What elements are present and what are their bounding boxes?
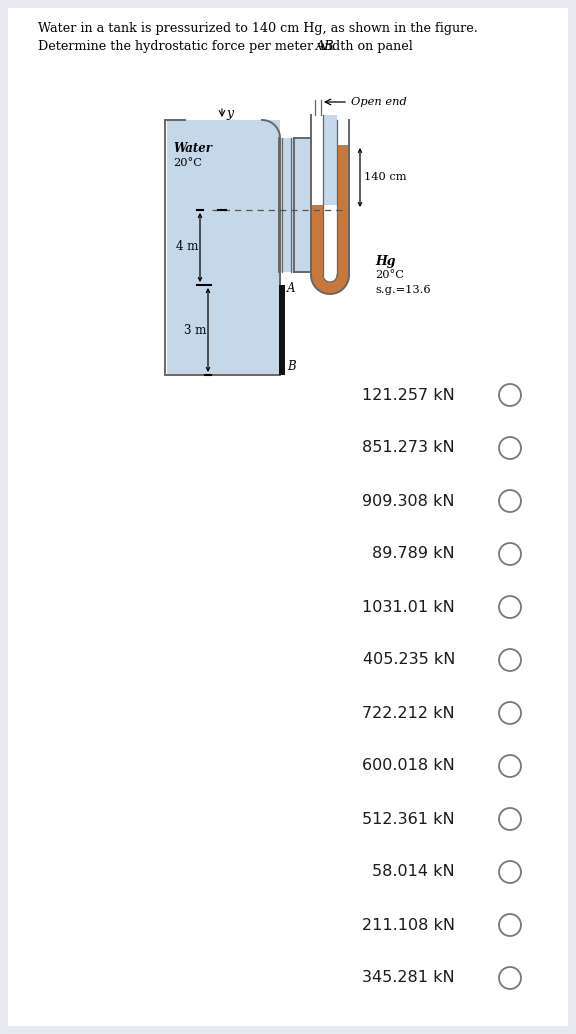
Bar bbox=[166, 120, 279, 375]
Circle shape bbox=[499, 649, 521, 671]
Text: 20°C: 20°C bbox=[375, 270, 404, 280]
Text: 345.281 kN: 345.281 kN bbox=[362, 971, 455, 985]
Circle shape bbox=[499, 861, 521, 883]
Text: Water in a tank is pressurized to 140 cm Hg, as shown in the figure.: Water in a tank is pressurized to 140 cm… bbox=[38, 22, 478, 35]
Circle shape bbox=[499, 755, 521, 777]
Text: Water: Water bbox=[173, 142, 212, 155]
Text: 851.273 kN: 851.273 kN bbox=[362, 440, 455, 456]
Text: 140 cm: 140 cm bbox=[364, 172, 407, 182]
Text: 1031.01 kN: 1031.01 kN bbox=[362, 600, 455, 614]
Circle shape bbox=[499, 596, 521, 618]
Circle shape bbox=[499, 543, 521, 565]
Text: s.g.=13.6: s.g.=13.6 bbox=[375, 285, 431, 295]
Text: AB: AB bbox=[316, 40, 335, 53]
Circle shape bbox=[499, 702, 521, 724]
Text: 600.018 kN: 600.018 kN bbox=[362, 759, 455, 773]
Text: 4 m: 4 m bbox=[176, 241, 198, 253]
Text: 512.361 kN: 512.361 kN bbox=[362, 812, 455, 826]
Text: 722.212 kN: 722.212 kN bbox=[362, 705, 455, 721]
Circle shape bbox=[499, 384, 521, 406]
Text: Open end: Open end bbox=[351, 97, 407, 107]
Text: 909.308 kN: 909.308 kN bbox=[362, 493, 455, 509]
Bar bbox=[279, 138, 311, 272]
Text: .: . bbox=[331, 40, 335, 53]
Text: Hg: Hg bbox=[375, 255, 396, 268]
Text: 121.257 kN: 121.257 kN bbox=[362, 388, 455, 402]
Text: Determine the hydrostatic force per meter width on panel: Determine the hydrostatic force per mete… bbox=[38, 40, 417, 53]
Text: 20°C: 20°C bbox=[173, 158, 202, 168]
Bar bbox=[323, 115, 337, 205]
Circle shape bbox=[499, 914, 521, 936]
Text: 3 m: 3 m bbox=[184, 324, 206, 336]
Circle shape bbox=[499, 437, 521, 459]
Text: B: B bbox=[287, 360, 295, 373]
Circle shape bbox=[499, 490, 521, 512]
Text: 405.235 kN: 405.235 kN bbox=[363, 652, 455, 668]
Text: 58.014 kN: 58.014 kN bbox=[372, 864, 455, 880]
Text: A: A bbox=[287, 282, 295, 295]
Bar bbox=[279, 285, 285, 375]
Text: 89.789 kN: 89.789 kN bbox=[372, 547, 455, 561]
Circle shape bbox=[499, 808, 521, 830]
Text: 211.108 kN: 211.108 kN bbox=[362, 917, 455, 933]
Text: y: y bbox=[226, 107, 233, 120]
Polygon shape bbox=[311, 145, 349, 294]
Circle shape bbox=[499, 967, 521, 989]
